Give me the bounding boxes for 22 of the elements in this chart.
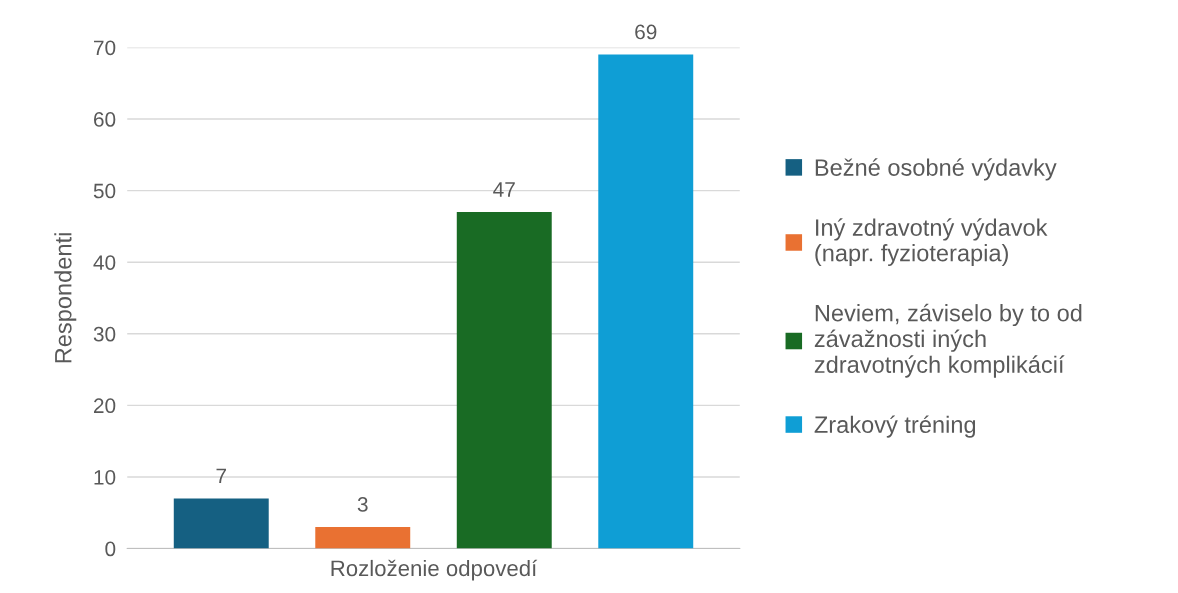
legend-label: Neviem, záviselo by to od závažnosti iných zdravotných komplikácií (814, 303, 1082, 378)
y-axis-title: Respondenti (54, 233, 77, 363)
data-label: 3 (357, 497, 368, 512)
data-label: 7 (216, 468, 226, 483)
bar (173, 498, 269, 549)
data-label: 69 (635, 24, 657, 40)
data-label: 47 (493, 182, 515, 197)
legend-label: Zrakový tréning (814, 415, 976, 438)
y-tick-label: 20 (93, 398, 116, 414)
bar (315, 527, 411, 549)
legend-label: Bežné osobné výdavky (815, 158, 1057, 181)
legend-label: Iný zdravotný výdavok (napr. fyzioterapia) (815, 218, 1048, 267)
y-tick-label: 60 (94, 112, 116, 127)
y-tick-label: 10 (94, 469, 116, 485)
y-tick-label: 50 (93, 183, 116, 199)
bar (456, 212, 552, 549)
y-tick-label: 70 (94, 40, 116, 56)
y-tick-label: 0 (105, 541, 116, 557)
x-tick-label: Rozloženie odpovedí (331, 559, 538, 581)
bar (598, 54, 694, 549)
y-tick-label: 30 (93, 326, 116, 342)
y-tick-label: 40 (93, 255, 116, 270)
